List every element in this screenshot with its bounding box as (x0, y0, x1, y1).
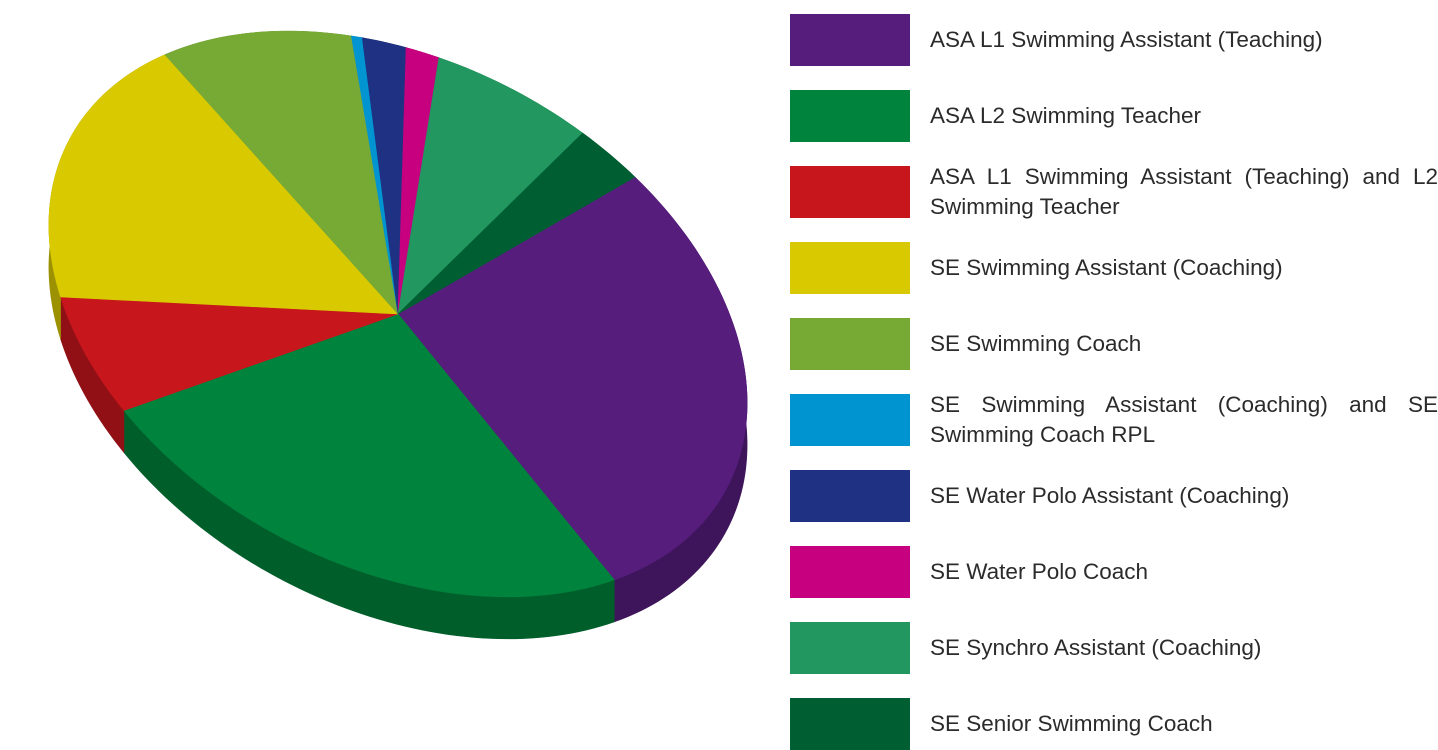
legend-swatch (790, 166, 910, 218)
legend-item: ASA L1 Swimming Assistant (Teaching) and… (790, 164, 1438, 219)
pie-slice (397, 57, 584, 315)
legend-item: SE Water Polo Coach (790, 546, 1438, 598)
legend-item: SE Swimming Coach (790, 318, 1438, 370)
legend-swatch (790, 90, 910, 142)
legend-item: SE Senior Swimming Coach (790, 698, 1438, 750)
pie-slice (164, 30, 399, 315)
legend-swatch (790, 318, 910, 370)
legend-label: ASA L1 Swimming Assistant (Teaching) and… (930, 164, 1438, 219)
legend-label: SE Swimming Assistant (Coaching) (930, 255, 1283, 280)
pie-slice (397, 132, 636, 315)
pie-slice (123, 313, 615, 598)
legend-item: SE Swimming Assistant (Coaching) (790, 242, 1438, 294)
legend-swatch (790, 394, 910, 446)
legend-item: SE Swimming Assistant (Coaching) and SE … (790, 392, 1438, 447)
pie-chart-svg (48, 30, 748, 640)
legend-swatch (790, 546, 910, 598)
legend-label: SE Swimming Assistant (Coaching) and SE … (930, 392, 1438, 447)
legend-swatch (790, 622, 910, 674)
legend-item: ASA L1 Swimming Assistant (Teaching) (790, 14, 1438, 66)
legend-item: SE Water Polo Assistant (Coaching) (790, 470, 1438, 522)
legend-swatch (790, 14, 910, 66)
legend-swatch (790, 698, 910, 750)
pie-slice (361, 37, 407, 315)
legend-item: ASA L2 Swimming Teacher (790, 90, 1438, 142)
pie-tops (48, 30, 748, 598)
legend-label: SE Senior Swimming Coach (930, 711, 1213, 736)
legend-item: SE Synchro Assistant (Coaching) (790, 622, 1438, 674)
legend-label: SE Water Polo Assistant (Coaching) (930, 483, 1290, 508)
legend-label: ASA L2 Swimming Teacher (930, 103, 1201, 128)
legend-label: SE Swimming Coach (930, 331, 1142, 356)
pie-slice (60, 296, 399, 411)
legend-label: SE Water Polo Coach (930, 559, 1149, 584)
legend-swatch (790, 470, 910, 522)
pie-chart (48, 30, 748, 640)
pie-slice (48, 54, 399, 315)
pie-slice (397, 176, 748, 581)
legend-label: ASA L1 Swimming Assistant (Teaching) (930, 27, 1323, 52)
legend-label: SE Synchro Assistant (Coaching) (930, 635, 1262, 660)
legend-swatch (790, 242, 910, 294)
